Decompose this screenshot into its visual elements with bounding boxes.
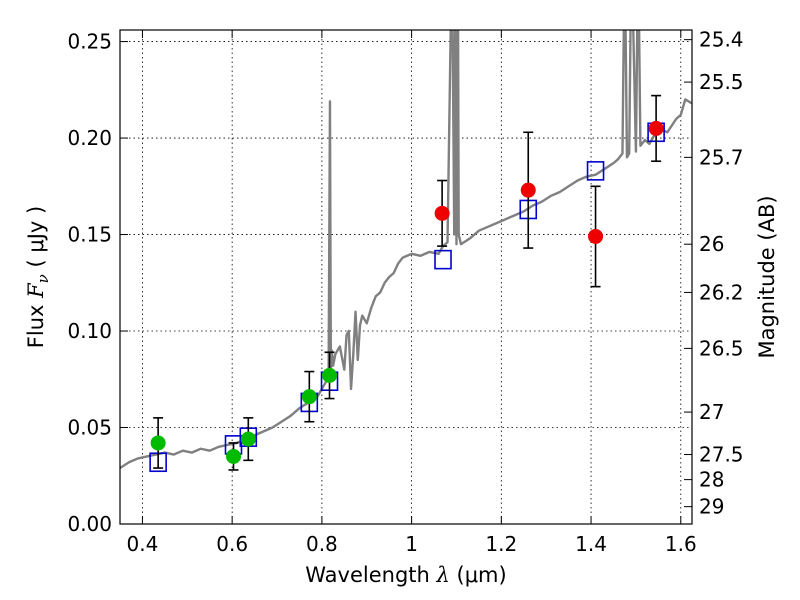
x-tick-label: 0.6 [216, 532, 248, 556]
y2-tick-label: 28 [699, 468, 724, 492]
measured-flux-point [240, 431, 256, 447]
y2-tick-label: 26.2 [699, 280, 744, 304]
spectrum-line [120, 30, 692, 470]
x-tick-label: 1 [405, 532, 418, 556]
measured-flux-point [434, 205, 450, 221]
y-axis-label: Flux Fν ( μJy ) [24, 206, 52, 348]
measured-flux-point [588, 228, 604, 244]
x-tick-label: 1.6 [665, 532, 697, 556]
model-square-point [586, 161, 605, 181]
model-square-point [434, 249, 452, 270]
axis-ticks: 0.4 0.6 0.8 1 1.2 1.4 1.6 0.00 0.05 0.10 0.15 0.20 0… [67, 28, 743, 556]
y2-axis-label: Magnitude (AB) [755, 195, 779, 358]
y-tick-label: 0.15 [67, 223, 112, 247]
y2-tick-label: 27.5 [699, 443, 744, 467]
measured-flux-point [150, 435, 166, 451]
measured-flux-point [520, 182, 536, 198]
measured-flux-point [226, 448, 242, 464]
y2-tick-label: 25.7 [699, 145, 744, 169]
y2-tick-label: 25.5 [699, 70, 744, 94]
x-tick-label: 0.8 [306, 532, 338, 556]
plot-frame [119, 29, 693, 525]
y-tick-label: 0.25 [67, 30, 112, 54]
x-tick-label: 1.2 [485, 532, 517, 556]
template-spectrum [120, 30, 692, 470]
measured-flux-point [301, 389, 317, 405]
measured-flux-point [648, 120, 664, 136]
photometry-points [149, 94, 665, 473]
y-tick-label: 0.10 [67, 319, 112, 343]
y-tick-label: 0.20 [67, 126, 112, 150]
y-tick-label: 0.00 [67, 512, 112, 536]
x-axis-label: Wavelength λ (μm) [305, 563, 506, 587]
y-tick-label: 0.05 [67, 416, 112, 440]
x-tick-label: 0.4 [127, 532, 159, 556]
y2-tick-label: 25.4 [699, 28, 744, 52]
y2-tick-label: 26.5 [699, 336, 744, 360]
y2-tick-label: 29 [699, 495, 724, 519]
y2-tick-label: 26 [699, 232, 724, 256]
y2-tick-label: 27 [699, 400, 724, 424]
x-tick-label: 1.4 [575, 532, 607, 556]
measured-flux-point [322, 367, 338, 383]
